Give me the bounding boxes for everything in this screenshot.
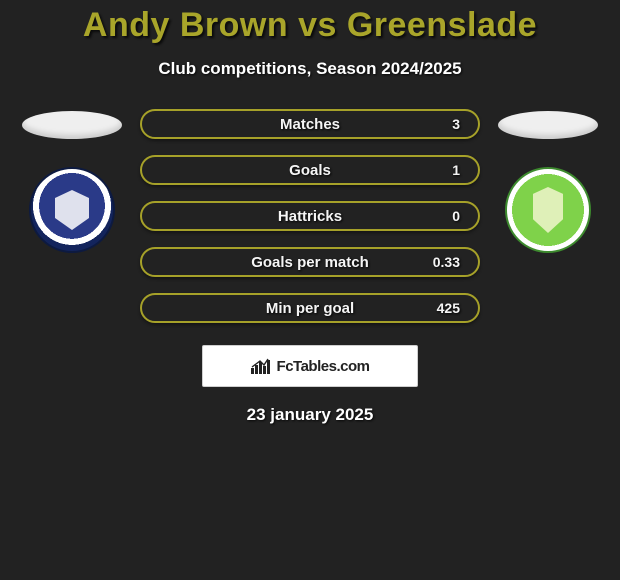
date-line: 23 january 2025: [0, 405, 620, 425]
stat-right-value: 0: [430, 208, 460, 224]
page-title: Andy Brown vs Greenslade: [0, 6, 620, 45]
stat-right-value: 425: [430, 300, 460, 316]
player-head-left: [22, 111, 122, 139]
stat-row-min-per-goal: Min per goal 425: [140, 293, 480, 323]
comparison-card: Andy Brown vs Greenslade Club competitio…: [0, 0, 620, 580]
stat-label: Min per goal: [142, 300, 478, 317]
stat-label: Goals: [142, 162, 478, 179]
bar-chart-icon: [251, 358, 271, 374]
yeovil-crest-icon: [505, 167, 591, 253]
stat-row-goals-per-match: Goals per match 0.33: [140, 247, 480, 277]
right-side: [498, 109, 598, 253]
stat-label: Matches: [142, 116, 478, 133]
stat-label: Hattricks: [142, 208, 478, 225]
stats-list: Matches 3 Goals 1 Hattricks 0 Goals per …: [140, 109, 480, 323]
stat-right-value: 0.33: [430, 254, 460, 270]
stat-row-goals: Goals 1: [140, 155, 480, 185]
stat-right-value: 3: [430, 116, 460, 132]
stat-row-matches: Matches 3: [140, 109, 480, 139]
player-head-right: [498, 111, 598, 139]
left-side: [22, 109, 122, 253]
stat-row-hattricks: Hattricks 0: [140, 201, 480, 231]
stat-label: Goals per match: [142, 254, 478, 271]
stat-right-value: 1: [430, 162, 460, 178]
main-row: Matches 3 Goals 1 Hattricks 0 Goals per …: [0, 109, 620, 323]
attribution-badge[interactable]: FcTables.com: [202, 345, 418, 387]
subtitle: Club competitions, Season 2024/2025: [0, 59, 620, 79]
attribution-text: FcTables.com: [277, 358, 370, 375]
rochdale-crest-icon: [29, 167, 115, 253]
